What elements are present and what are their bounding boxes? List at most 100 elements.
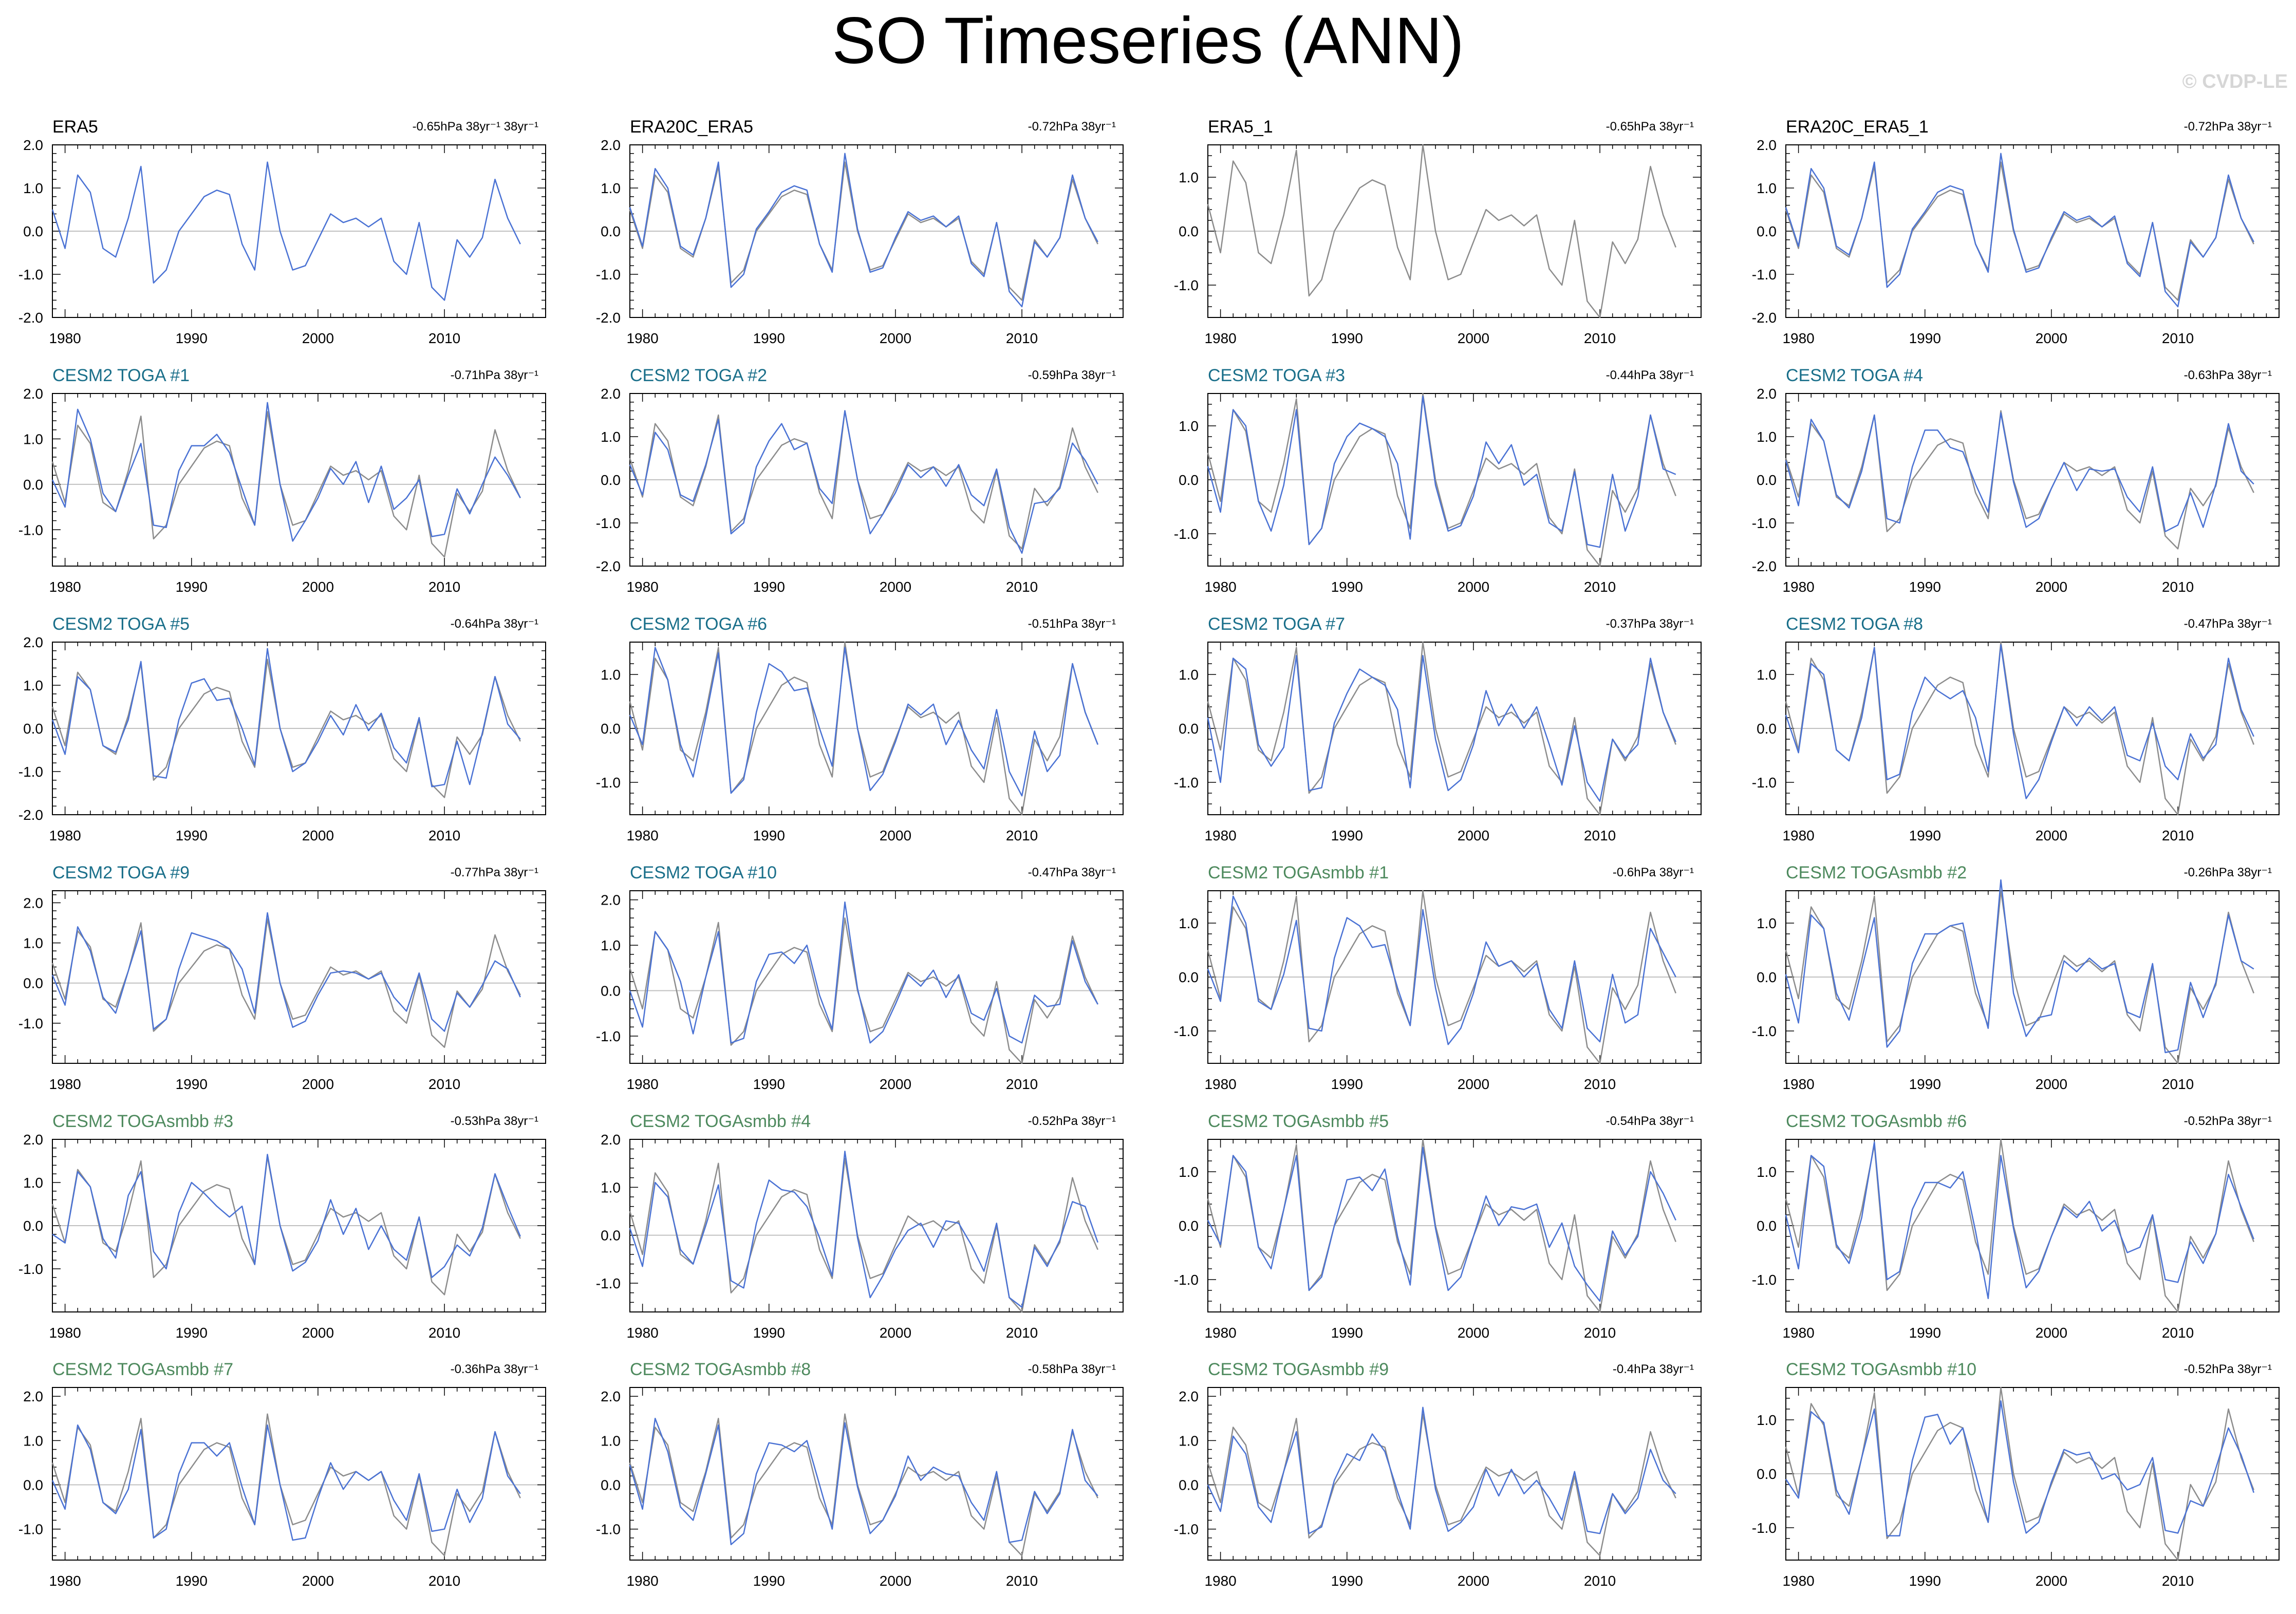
y-tick-label: -1.0 bbox=[596, 775, 621, 791]
model-series-line bbox=[629, 1151, 1098, 1308]
x-tick-label: 2000 bbox=[1458, 828, 1489, 843]
y-tick-label: 1.0 bbox=[1179, 170, 1199, 185]
model-series-line bbox=[1785, 879, 2254, 1054]
y-tick-label: -1.0 bbox=[18, 1016, 43, 1031]
panel-trend-label: -0.63hPa 38yr⁻¹ bbox=[2184, 368, 2272, 382]
y-tick-label: 1.0 bbox=[1757, 180, 1777, 196]
y-tick-label: -1.0 bbox=[596, 1275, 621, 1291]
x-tick-label: 2010 bbox=[428, 1325, 460, 1341]
y-tick-label: 1.0 bbox=[23, 1175, 43, 1191]
watermark: © CVDP-LE bbox=[2182, 71, 2288, 92]
panel-title: CESM2 TOGA #7 bbox=[1208, 614, 1345, 634]
y-tick-label: 1.0 bbox=[601, 429, 621, 445]
x-tick-label: 1980 bbox=[626, 1573, 658, 1589]
x-tick-label: 2000 bbox=[302, 1573, 334, 1589]
panel-trend-label: -0.51hPa 38yr⁻¹ bbox=[1028, 617, 1116, 631]
y-tick-label: -2.0 bbox=[1752, 310, 1777, 326]
y-tick-label: 0.0 bbox=[23, 721, 43, 737]
x-tick-label: 2010 bbox=[2162, 579, 2194, 595]
panel: CESM2 TOGA #8 -0.47hPa 38yr⁻¹ 1980 1990 2000… bbox=[1752, 614, 2280, 843]
x-tick-label: 2000 bbox=[302, 579, 334, 595]
x-tick-label: 1990 bbox=[1331, 1325, 1363, 1341]
panel-trend-label: -0.52hPa 38yr⁻¹ bbox=[2184, 1362, 2272, 1376]
x-tick-label: 2010 bbox=[428, 579, 460, 595]
model-series-line bbox=[51, 402, 521, 542]
x-tick-label: 2010 bbox=[1584, 1076, 1616, 1092]
plot-frame bbox=[52, 890, 546, 1064]
panel: CESM2 TOGA #5 -0.64hPa 38yr⁻¹ 1980 1990 2000… bbox=[18, 614, 546, 843]
reference-series-line bbox=[1207, 890, 1676, 1064]
y-tick-label: 0.0 bbox=[601, 1228, 621, 1244]
x-tick-label: 1990 bbox=[1331, 330, 1363, 346]
y-tick-label: 1.0 bbox=[1757, 667, 1777, 683]
model-series-line bbox=[51, 161, 521, 301]
x-tick-label: 2010 bbox=[1006, 1076, 1038, 1092]
model-series-line bbox=[1785, 153, 2254, 308]
x-tick-label: 2000 bbox=[2036, 1076, 2067, 1092]
model-series-line bbox=[1207, 1147, 1676, 1302]
reference-series-line bbox=[1207, 392, 1676, 567]
x-tick-label: 2000 bbox=[302, 330, 334, 346]
x-tick-label: 2010 bbox=[428, 330, 460, 346]
panel-trend-label: -0.77hPa 38yr⁻¹ bbox=[451, 866, 538, 879]
x-tick-label: 1990 bbox=[753, 1573, 785, 1589]
panel: ERA20C_ERA5_1 -0.72hPa 38yr⁻¹ 1980 1990 2000… bbox=[1752, 117, 2280, 346]
y-tick-label: 1.0 bbox=[601, 667, 621, 683]
y-tick-label: 0.0 bbox=[1179, 223, 1199, 239]
y-tick-label: -1.0 bbox=[1174, 775, 1199, 791]
reference-series-line bbox=[51, 411, 521, 558]
model-series-line bbox=[629, 410, 1098, 554]
x-tick-label: 1980 bbox=[626, 330, 658, 346]
panel: CESM2 TOGAsmbb #7 -0.36hPa 38yr⁻¹ 1980 1990… bbox=[18, 1360, 546, 1589]
reference-series-line bbox=[1207, 144, 1676, 318]
x-tick-label: 2000 bbox=[880, 330, 911, 346]
reference-series-line bbox=[51, 1156, 521, 1296]
panel-trend-label: -0.53hPa 38yr⁻¹ bbox=[451, 1114, 538, 1128]
x-tick-label: 2010 bbox=[2162, 1076, 2194, 1092]
y-tick-label: 1.0 bbox=[23, 935, 43, 951]
model-series-line bbox=[1207, 1406, 1676, 1534]
panel-trend-label: -0.71hPa 38yr⁻¹ bbox=[451, 368, 538, 382]
panel-title: CESM2 TOGA #4 bbox=[1786, 366, 1923, 385]
y-tick-label: -1.0 bbox=[596, 267, 621, 283]
panel: CESM2 TOGAsmbb #4 -0.52hPa 38yr⁻¹ 1980 1990… bbox=[596, 1112, 1124, 1341]
x-tick-label: 1980 bbox=[49, 1573, 81, 1589]
y-tick-label: 0.0 bbox=[601, 472, 621, 488]
panel: CESM2 TOGA #9 -0.77hPa 38yr⁻¹ 1980 1990 2000… bbox=[18, 863, 546, 1092]
panel-title: CESM2 TOGA #9 bbox=[52, 863, 190, 883]
y-tick-label: -1.0 bbox=[1174, 1023, 1199, 1039]
x-tick-label: 1980 bbox=[626, 1076, 658, 1092]
y-tick-label: -1.0 bbox=[1752, 515, 1777, 531]
panel-title: ERA20C_ERA5_1 bbox=[1786, 117, 1929, 137]
y-tick-label: 2.0 bbox=[1757, 137, 1777, 153]
panel-trend-label: -0.6hPa 38yr⁻¹ bbox=[1613, 866, 1694, 879]
model-series-line bbox=[1785, 1141, 2254, 1300]
reference-series-line bbox=[1785, 1138, 2254, 1313]
x-tick-label: 2010 bbox=[2162, 828, 2194, 843]
x-tick-label: 2010 bbox=[428, 828, 460, 843]
panel: ERA5 -0.65hPa 38yr⁻¹ 38yr⁻¹ 1980 1990 2000 20… bbox=[18, 117, 546, 346]
y-tick-label: 1.0 bbox=[1757, 1412, 1777, 1428]
panel: CESM2 TOGA #3 -0.44hPa 38yr⁻¹ 1980 1990 2000… bbox=[1174, 366, 1702, 595]
x-tick-label: 1980 bbox=[49, 1076, 81, 1092]
y-tick-label: -1.0 bbox=[18, 1261, 43, 1277]
x-tick-label: 2010 bbox=[1006, 1573, 1038, 1589]
panel: CESM2 TOGA #1 -0.71hPa 38yr⁻¹ 1980 1990 2000… bbox=[18, 366, 546, 595]
x-tick-label: 2000 bbox=[2036, 1573, 2067, 1589]
x-tick-label: 1990 bbox=[176, 330, 208, 346]
x-tick-label: 1990 bbox=[176, 828, 208, 843]
x-tick-label: 2000 bbox=[302, 1325, 334, 1341]
x-tick-label: 2010 bbox=[2162, 330, 2194, 346]
x-tick-label: 1990 bbox=[1331, 1076, 1363, 1092]
panel: CESM2 TOGA #7 -0.37hPa 38yr⁻¹ 1980 1990 2000… bbox=[1174, 614, 1702, 843]
y-tick-label: 1.0 bbox=[601, 1179, 621, 1195]
panel-trend-label: -0.65hPa 38yr⁻¹ 38yr⁻¹ bbox=[413, 120, 538, 134]
panel: CESM2 TOGA #10 -0.47hPa 38yr⁻¹ 1980 1990 200… bbox=[596, 863, 1124, 1092]
y-tick-label: -2.0 bbox=[596, 558, 621, 574]
y-tick-label: 0.0 bbox=[1757, 1466, 1777, 1482]
panel: CESM2 TOGAsmbb #9 -0.4hPa 38yr⁻¹ 1980 1990 2… bbox=[1174, 1360, 1702, 1589]
y-tick-label: 0.0 bbox=[1757, 1218, 1777, 1234]
y-tick-label: -1.0 bbox=[1752, 1023, 1777, 1039]
panel: CESM2 TOGA #2 -0.59hPa 38yr⁻¹ 1980 1990 2000… bbox=[596, 366, 1124, 595]
y-tick-label: -2.0 bbox=[18, 310, 43, 326]
